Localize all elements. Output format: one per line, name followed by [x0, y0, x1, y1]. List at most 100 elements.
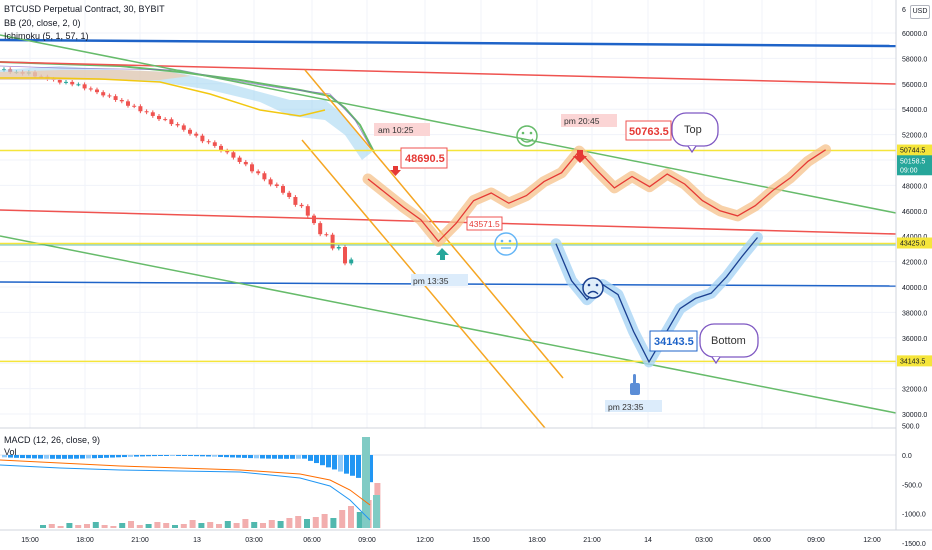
projection-red-line: [367, 149, 826, 243]
macd-histogram-bar: [104, 455, 109, 458]
y-tick-label: 46000.0: [902, 209, 927, 216]
macd-histogram-bar: [44, 455, 49, 459]
x-tick-label: 21:00: [131, 537, 149, 544]
y-tick-label: 6: [902, 7, 906, 14]
macd-histogram-bar: [62, 455, 67, 459]
volume-bar: [48, 524, 55, 528]
x-tick-label: 12:00: [863, 537, 881, 544]
ichimoku-line-yellow: [0, 77, 326, 117]
price-tag-value: 50744.5: [900, 148, 925, 155]
macd-histogram-bar: [146, 455, 151, 457]
macd-histogram-bar: [68, 455, 73, 459]
hand-pointer-icon: [630, 374, 640, 395]
macd-histogram-bar: [38, 455, 43, 459]
candle-body: [287, 192, 292, 198]
macd-histogram-bar: [236, 455, 241, 458]
candle-body: [349, 259, 354, 264]
macd-histogram-bar: [176, 455, 181, 456]
symbol-title: BTCUSD Perpetual Contract, 30, BYBIT: [4, 4, 165, 14]
price-grid: [0, 0, 896, 428]
volume-bar: [57, 526, 64, 528]
candle-body: [324, 234, 329, 236]
macd-histogram-bar: [278, 455, 283, 459]
candle-body: [150, 112, 155, 116]
smiley-happy-icon: [516, 125, 538, 147]
macd-histogram-bar: [200, 455, 205, 457]
candle-body: [64, 81, 68, 83]
y-tick-label: 60000.0: [902, 31, 927, 38]
macd-histogram-bar: [308, 455, 313, 461]
volume-bar: [110, 526, 117, 528]
time-axis[interactable]: 15:00 18:00 21:00 13 03:00 06:00 09:00 12:00 15:…: [0, 529, 932, 544]
y-tick-label: 30000.0: [902, 412, 927, 419]
svg-text:am 10:25: am 10:25: [378, 125, 414, 135]
price-tag-value: 43425.0: [900, 241, 925, 248]
candle-body: [157, 115, 161, 120]
candle-body: [312, 215, 316, 224]
svg-text:Top: Top: [684, 124, 702, 136]
smiley-neutral-icon: [494, 232, 518, 256]
volume-bar: [84, 524, 90, 528]
volume-bar: [348, 506, 354, 528]
macd-histogram-bar: [56, 455, 61, 459]
candle-body: [200, 135, 205, 142]
annotation-price-48690: 48690.5: [400, 147, 448, 169]
candle-body: [268, 179, 273, 185]
candle-body: [219, 145, 223, 151]
volume-bar: [101, 525, 108, 528]
candle-body: [243, 161, 248, 165]
macd-tick-label: -1000.0: [902, 512, 926, 519]
candle-body: [119, 99, 124, 102]
price-tag-value: 34143.5: [900, 358, 925, 365]
volume-bar: [277, 521, 284, 528]
y-tick-label: 32000.0: [902, 387, 927, 394]
price-tag: 50744.5: [897, 144, 932, 156]
candle-body: [330, 234, 335, 249]
macd-histogram-bar: [254, 455, 259, 459]
volume-bar: [356, 512, 363, 528]
y-tick-label: 48000.0: [902, 183, 927, 190]
volume-bar: [207, 522, 214, 528]
bubble-top: Top: [671, 112, 719, 154]
volume-bar: [189, 520, 196, 528]
volume-bar: [180, 524, 187, 528]
y-tick-label: 54000.0: [902, 107, 927, 114]
candlestick-series: [2, 67, 354, 266]
arrow-down-icon: [573, 150, 587, 163]
volume-bar: [154, 522, 161, 528]
candle-body: [175, 124, 180, 126]
candle-body: [274, 184, 279, 187]
macd-histogram-bar: [338, 455, 343, 472]
smiley-sad-icon: [582, 277, 604, 299]
volume-bar: [224, 521, 231, 528]
candle-body: [305, 206, 310, 216]
macd-histogram-bar: [92, 455, 97, 459]
macd-histogram-bar: [128, 455, 133, 457]
price-axis[interactable]: 60000.058000.056000.054000.052000.050000…: [895, 0, 932, 548]
macd-histogram-bar: [314, 455, 319, 464]
candle-body: [299, 204, 304, 207]
volume-bar: [295, 516, 302, 528]
candle-body: [206, 141, 211, 143]
svg-text:48690.5: 48690.5: [405, 153, 445, 165]
candle-body: [336, 246, 341, 249]
macd-histogram-bar: [98, 455, 103, 459]
x-tick-label: 09:00: [358, 537, 376, 544]
candle-body: [231, 152, 236, 158]
volume-bar: [242, 519, 249, 528]
candle-body: [138, 106, 143, 112]
bubble-bottom: Bottom: [699, 323, 759, 365]
candle-body: [181, 125, 186, 130]
candle-body: [95, 89, 99, 93]
annotation-am-1025: am 10:25: [374, 123, 430, 136]
svg-text:pm 23:35: pm 23:35: [608, 402, 644, 412]
price-tag-time: 09:00: [900, 167, 918, 174]
annotation-price-34143: 34143.5: [649, 330, 698, 352]
x-tick-label: 15:00: [472, 537, 490, 544]
currency-badge[interactable]: USD: [910, 5, 930, 19]
x-tick-label: 18:00: [76, 537, 94, 544]
y-tick-label: 36000.0: [902, 336, 927, 343]
macd-histogram-bar: [356, 455, 361, 478]
volume-bar: [66, 523, 73, 528]
